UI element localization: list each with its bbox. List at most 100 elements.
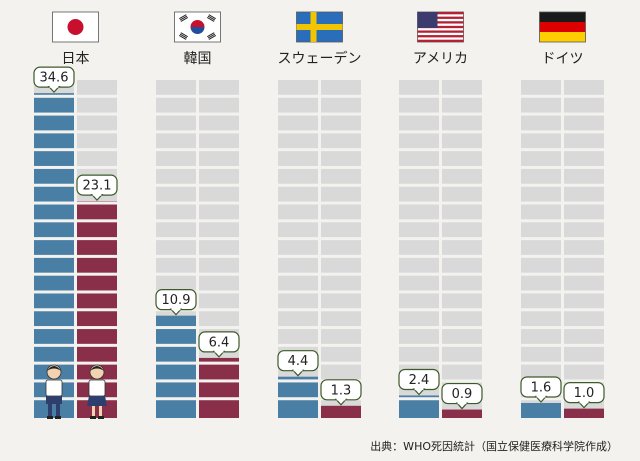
value-label: 2.4 [409, 373, 430, 388]
grid-cell [199, 257, 239, 273]
grid-cell [321, 257, 361, 273]
bar-separator [77, 361, 117, 365]
grid-cell [278, 133, 318, 149]
bar-separator [77, 201, 117, 205]
bar-separator [34, 326, 74, 330]
grid-cell [564, 364, 604, 380]
germany-flag [539, 11, 586, 43]
grid-cell [156, 168, 196, 184]
figures-layer [45, 364, 107, 419]
grid-cell [77, 151, 117, 166]
grid-cell [442, 204, 482, 220]
bar-separator [199, 397, 239, 401]
grid-cell [442, 133, 482, 149]
grid-cell [278, 240, 318, 255]
grid-cell [321, 186, 361, 202]
grid-cell [156, 204, 196, 220]
grid-cell [564, 97, 604, 113]
grid-cell [199, 240, 239, 255]
grid-cell [399, 168, 439, 184]
girl-figure-icon [87, 364, 107, 419]
grid-cell [156, 151, 196, 166]
grid-cell [564, 168, 604, 184]
grid-cell [156, 186, 196, 202]
country-label: 日本 [62, 51, 90, 67]
bar-separator [278, 379, 318, 383]
grid-cell [564, 186, 604, 202]
grid-cell [521, 257, 561, 273]
grid-cell [442, 80, 482, 95]
value-label: 34.6 [40, 71, 69, 86]
bar-separator [77, 237, 117, 241]
bar-separator [34, 290, 74, 294]
grid-cell [77, 133, 117, 149]
grid-cell [199, 275, 239, 291]
grid-cell [399, 204, 439, 220]
grid-cell [278, 168, 318, 184]
bar-female [321, 405, 361, 418]
grid-cell [278, 97, 318, 113]
bar-separator [77, 272, 117, 276]
grid-cell [199, 311, 239, 327]
value-label-callout: 1.3 [320, 379, 362, 406]
grid-cell [564, 311, 604, 327]
grid-cell [321, 346, 361, 362]
grid-cell [521, 186, 561, 202]
grid-cell [442, 257, 482, 273]
grid-cell [442, 240, 482, 255]
grid-cell [156, 257, 196, 273]
grid-cell [564, 115, 604, 131]
grid-cell [521, 311, 561, 327]
grid-cell [564, 257, 604, 273]
grid-cell [278, 293, 318, 309]
grid-cell [399, 80, 439, 95]
grid-cell [442, 293, 482, 309]
usa-flag [417, 11, 464, 43]
grid-cell [399, 293, 439, 309]
grid-cell [399, 133, 439, 149]
grid-cell [156, 80, 196, 95]
grid-cell [278, 204, 318, 220]
grid-cell [199, 151, 239, 166]
grid-cell [199, 80, 239, 95]
grid-cell [442, 115, 482, 131]
grid-cell [521, 329, 561, 344]
grid-cell [77, 80, 117, 95]
value-label: 4.4 [288, 354, 309, 369]
country-label: 韓国 [184, 51, 212, 67]
value-label: 1.6 [531, 380, 552, 395]
grid-cell [199, 204, 239, 220]
bar-separator [199, 361, 239, 365]
grid-cell [199, 168, 239, 184]
grid-cell [399, 257, 439, 273]
grid-cell [156, 115, 196, 131]
bar-female [199, 357, 239, 418]
value-label: 10.9 [162, 293, 191, 308]
country-labels-layer: 日本 韓国 スウェーデン アメリカ ドイツ [62, 50, 584, 67]
grid-cell [521, 151, 561, 166]
bar-separator [34, 219, 74, 223]
grid-cell [521, 364, 561, 380]
grid-cell [521, 222, 561, 238]
bar-male [399, 395, 439, 418]
grid-cell [399, 240, 439, 255]
grid-cell [564, 240, 604, 255]
grid-cell [321, 275, 361, 291]
bar-female [564, 408, 604, 418]
grid-cell [77, 115, 117, 131]
value-label: 6.4 [209, 335, 230, 350]
bar-separator [34, 343, 74, 347]
grid-cell [521, 97, 561, 113]
bar-separator [34, 237, 74, 241]
grid-cell [564, 275, 604, 291]
grid-cell [278, 186, 318, 202]
grid-cell [521, 240, 561, 255]
bar-separator [77, 326, 117, 330]
grid-cell [521, 346, 561, 362]
grid-cell [156, 275, 196, 291]
grid-cell [278, 257, 318, 273]
grid-cell [199, 115, 239, 131]
grid-cell [442, 222, 482, 238]
value-labels-layer: 34.6 23.1 10.9 6.4 4.4 1.3 2.4 0.9 1.6 1.0 [33, 66, 605, 410]
grid-cell [278, 275, 318, 291]
